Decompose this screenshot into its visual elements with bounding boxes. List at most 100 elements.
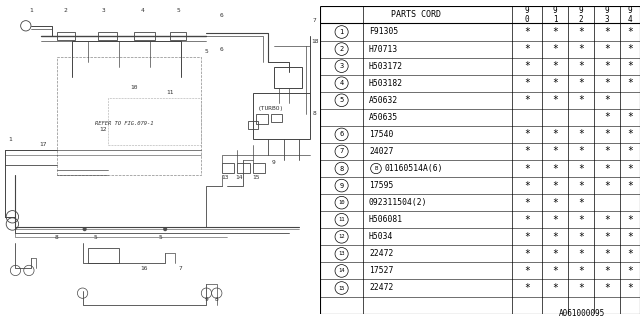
Text: 5: 5	[177, 8, 180, 13]
Text: *: *	[604, 112, 610, 122]
Text: *: *	[578, 266, 584, 276]
Text: *: *	[552, 95, 558, 105]
Text: 1: 1	[8, 137, 12, 142]
Text: *: *	[578, 283, 584, 293]
Text: *: *	[627, 180, 633, 191]
Text: *: *	[524, 232, 530, 242]
Text: *: *	[524, 215, 530, 225]
Text: 14: 14	[236, 175, 243, 180]
Text: 18: 18	[311, 39, 319, 44]
Bar	[88, 248, 118, 263]
Text: *: *	[578, 249, 584, 259]
Text: *: *	[578, 27, 584, 37]
Text: *: *	[604, 180, 610, 191]
Text: 8: 8	[55, 235, 59, 240]
Bar	[256, 114, 268, 124]
Text: 4: 4	[339, 80, 344, 86]
Text: 4: 4	[141, 8, 145, 13]
Text: *: *	[627, 112, 633, 122]
Text: 3: 3	[339, 63, 344, 69]
Text: *: *	[578, 44, 584, 54]
Text: 01160514A(6): 01160514A(6)	[385, 164, 443, 173]
Text: 5: 5	[205, 49, 209, 54]
Text: *: *	[604, 232, 610, 242]
Text: 9
0: 9 0	[525, 6, 529, 24]
Text: 9
3: 9 3	[605, 6, 609, 24]
Text: *: *	[552, 129, 558, 140]
Text: *: *	[552, 164, 558, 173]
Bar	[253, 163, 266, 173]
Bar	[273, 67, 303, 88]
Text: *: *	[552, 283, 558, 293]
Text: 5: 5	[158, 235, 162, 240]
Text: 8: 8	[313, 111, 317, 116]
Bar	[170, 32, 186, 40]
Text: *: *	[578, 164, 584, 173]
Text: 12: 12	[339, 234, 345, 239]
Text: 14: 14	[339, 268, 345, 273]
Text: *: *	[604, 266, 610, 276]
Text: 1: 1	[339, 29, 344, 35]
Text: 9: 9	[339, 183, 344, 188]
Text: *: *	[604, 283, 610, 293]
Bar	[271, 114, 282, 122]
Text: *: *	[627, 164, 633, 173]
Text: *: *	[552, 215, 558, 225]
Text: 17595: 17595	[369, 181, 394, 190]
Text: *: *	[552, 44, 558, 54]
Bar	[57, 32, 76, 40]
Text: 17527: 17527	[369, 267, 394, 276]
Bar	[134, 32, 155, 40]
Circle shape	[163, 227, 167, 231]
Text: *: *	[578, 95, 584, 105]
Text: *: *	[604, 95, 610, 105]
Text: *: *	[578, 215, 584, 225]
Text: *: *	[524, 95, 530, 105]
Text: B: B	[374, 166, 378, 171]
Text: *: *	[524, 147, 530, 156]
Text: *: *	[524, 61, 530, 71]
Text: *: *	[524, 129, 530, 140]
Text: 6: 6	[220, 47, 224, 52]
Text: *: *	[578, 78, 584, 88]
Text: *: *	[604, 164, 610, 173]
Text: *: *	[552, 61, 558, 71]
Bar	[222, 163, 234, 173]
Text: 6: 6	[339, 132, 344, 137]
Text: *: *	[524, 180, 530, 191]
Text: 9: 9	[271, 160, 275, 164]
Text: *: *	[578, 232, 584, 242]
Text: *: *	[604, 215, 610, 225]
Text: *: *	[552, 232, 558, 242]
Text: REFER TO FIG.079-1: REFER TO FIG.079-1	[95, 121, 153, 126]
Text: 5: 5	[93, 235, 97, 240]
Text: 10: 10	[339, 200, 345, 205]
Bar	[98, 32, 116, 40]
Text: 13: 13	[339, 252, 345, 256]
Text: *: *	[524, 198, 530, 208]
Text: *: *	[604, 61, 610, 71]
Text: *: *	[627, 78, 633, 88]
Text: *: *	[552, 266, 558, 276]
Text: *: *	[578, 147, 584, 156]
Text: 2: 2	[63, 8, 67, 13]
Text: 12: 12	[99, 126, 107, 132]
Text: *: *	[578, 198, 584, 208]
Text: F91305: F91305	[369, 28, 398, 36]
Text: *: *	[627, 249, 633, 259]
Text: *: *	[552, 249, 558, 259]
Text: *: *	[627, 147, 633, 156]
Text: *: *	[552, 198, 558, 208]
Text: *: *	[627, 283, 633, 293]
Text: *: *	[604, 147, 610, 156]
Text: 6: 6	[220, 13, 224, 18]
Text: 9
1: 9 1	[553, 6, 557, 24]
Text: A50632: A50632	[369, 96, 398, 105]
Text: *: *	[524, 164, 530, 173]
Text: 15: 15	[339, 285, 345, 291]
Text: H503182: H503182	[369, 79, 403, 88]
Text: *: *	[524, 44, 530, 54]
Text: 8: 8	[215, 297, 219, 302]
Text: *: *	[627, 266, 633, 276]
Text: 13: 13	[221, 175, 228, 180]
